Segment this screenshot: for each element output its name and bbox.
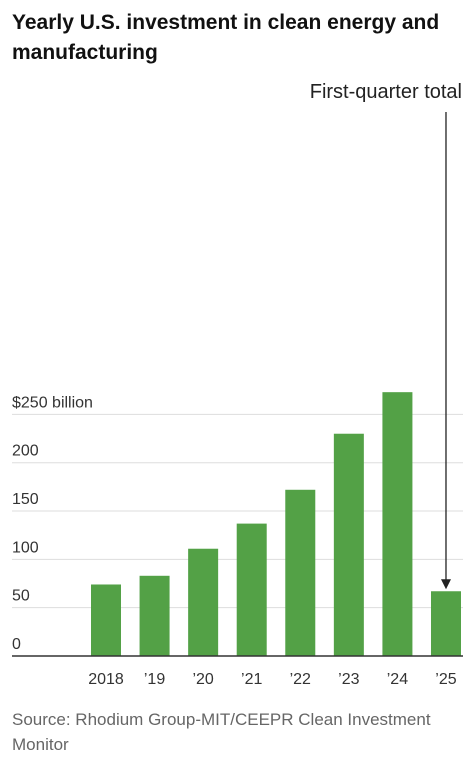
bar xyxy=(285,489,316,656)
y-tick-label: 150 xyxy=(12,491,39,508)
bar xyxy=(236,523,267,656)
x-tick-label: ’19 xyxy=(144,671,165,688)
y-tick-label: $250 billion xyxy=(12,394,93,411)
chart-title: Yearly U.S. investment in clean energy a… xyxy=(12,11,440,64)
y-tick-label: 200 xyxy=(12,443,39,460)
bar xyxy=(188,548,219,656)
y-tick-label: 50 xyxy=(12,588,30,605)
x-tick-label: ’23 xyxy=(338,671,359,688)
x-tick-label: 2018 xyxy=(88,671,124,688)
x-tick-label: ’20 xyxy=(192,671,213,688)
bar xyxy=(91,584,121,656)
bar-chart: 0 50 100 150 200 $250 billion 2018 ’19 ’20 ’21 ’22… xyxy=(12,81,463,688)
annotation-arrow-head xyxy=(440,579,451,590)
x-tick-label: ’24 xyxy=(387,671,408,688)
bar xyxy=(382,392,413,656)
source-note: Source: Rhodium Group-MIT/CEEPR Clean In… xyxy=(12,710,431,754)
annotation-label: First-quarter total xyxy=(310,81,462,103)
y-tick-label: 0 xyxy=(12,636,21,653)
bar xyxy=(430,591,461,656)
bar xyxy=(333,433,364,656)
bar xyxy=(139,575,170,656)
x-tick-label: ’21 xyxy=(241,671,262,688)
x-tick-label: ’22 xyxy=(290,671,311,688)
x-tick-label: ’25 xyxy=(435,671,456,688)
y-tick-label: 100 xyxy=(12,539,39,556)
